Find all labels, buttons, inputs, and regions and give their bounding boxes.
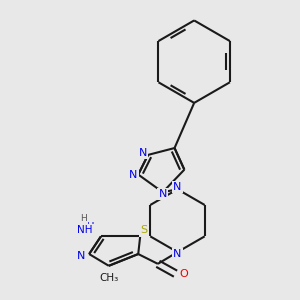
Text: NH: NH bbox=[77, 226, 93, 236]
Text: N: N bbox=[77, 251, 86, 261]
Text: NH: NH bbox=[80, 222, 95, 232]
Text: N: N bbox=[173, 182, 182, 192]
Text: H: H bbox=[78, 230, 85, 239]
Text: CH₃: CH₃ bbox=[99, 273, 119, 283]
Text: N: N bbox=[129, 169, 137, 179]
Text: N: N bbox=[173, 249, 182, 259]
Text: H: H bbox=[80, 214, 87, 223]
Text: N: N bbox=[159, 189, 167, 199]
Text: S: S bbox=[140, 226, 148, 236]
Text: N: N bbox=[139, 148, 147, 158]
Text: O: O bbox=[179, 269, 188, 279]
